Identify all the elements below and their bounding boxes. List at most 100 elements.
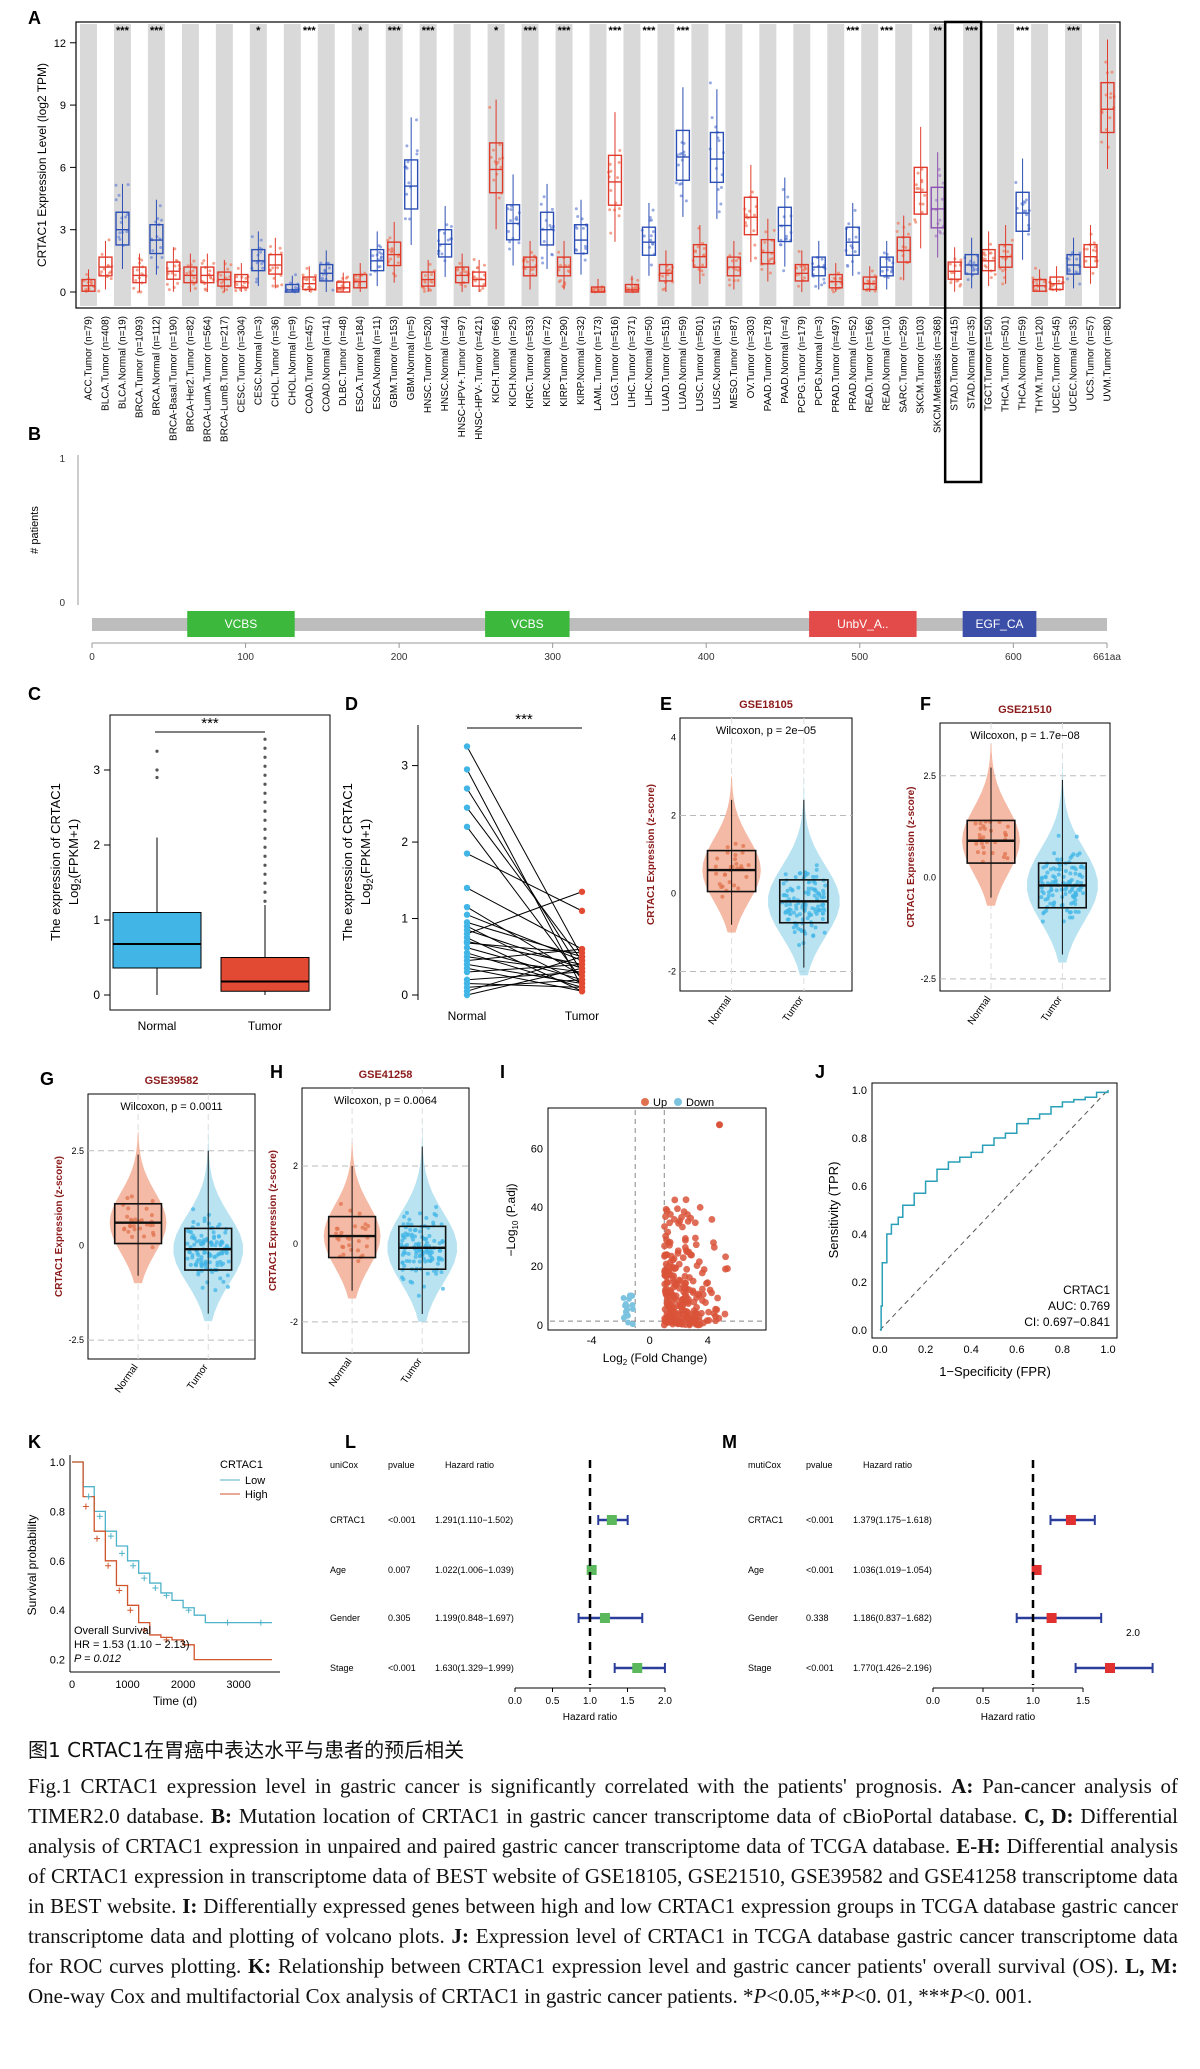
panelF-point <box>1005 824 1010 829</box>
panel-a-point <box>832 276 836 280</box>
panelF-point <box>1051 866 1056 871</box>
panelE-point <box>798 912 803 917</box>
panel-a-xlabel: LUSC.Normal (n=51) <box>712 316 723 410</box>
panelG-ylabel: CRTAC1 Expression (z-score) <box>54 1156 65 1297</box>
panel-a-xlabel: BRCA-LumB.Tumor (n=217) <box>219 316 230 442</box>
panel-a-xlabel: DLBC.Tumor (n=48) <box>338 316 349 406</box>
panelF-point <box>1077 851 1082 856</box>
panel-a-point <box>288 281 292 285</box>
panel-a-point <box>149 256 153 260</box>
panelE-point <box>798 871 803 876</box>
panelL-estimate <box>632 1663 643 1673</box>
panel-a-point <box>661 274 665 278</box>
panel-a-point <box>482 282 486 286</box>
panel-a-point <box>380 252 384 256</box>
panelL-row-name: Stage <box>330 1663 354 1673</box>
panel-a-point <box>667 268 671 272</box>
panel-c-ytick: 3 <box>93 763 100 777</box>
panel-j-xtick: 0.0 <box>872 1344 887 1356</box>
panelG-point <box>199 1233 204 1238</box>
panelL-row-p: <0.001 <box>388 1515 416 1525</box>
panelE-point <box>733 857 738 862</box>
panelF-point <box>1058 863 1063 868</box>
panel-a-sig: *** <box>558 25 572 37</box>
panel-a-point <box>226 267 230 271</box>
protein-domain <box>485 611 570 637</box>
panel-d-ytick: 0 <box>401 988 408 1002</box>
panelH-point <box>356 1259 361 1264</box>
panel-a-point <box>379 255 383 259</box>
panelE-point <box>792 896 797 901</box>
panel-a-xlabel: READ.Normal (n=10) <box>882 316 893 411</box>
panel-a-point <box>896 221 900 225</box>
panel-a-point <box>752 213 756 217</box>
panel-a-xlabel: KIRC.Tumor (n=533) <box>525 316 536 409</box>
panel-a-box <box>743 196 759 236</box>
panel-j-xtick: 1.0 <box>1100 1344 1115 1356</box>
panelG-point <box>133 1217 138 1222</box>
panel-i-ylabel: −Log10 (P.adj) <box>504 1183 520 1256</box>
panel-d-pair-line <box>466 891 583 935</box>
panel-a-xlabel: BLCA.Normal (n=19) <box>117 316 128 409</box>
panel-a-point <box>908 222 912 226</box>
legend-down-label: Down <box>686 1097 714 1109</box>
panelM-row-p: 0.338 <box>806 1613 829 1623</box>
panelL-row-hr: 1.630(1.329−1.999) <box>435 1663 514 1673</box>
panel-d-normal-point <box>463 785 471 792</box>
panel-a-point <box>1100 140 1104 144</box>
panelH-point <box>353 1224 358 1229</box>
panelF-point <box>975 850 980 855</box>
panelF-point <box>1056 872 1061 877</box>
panel-a-sig: * <box>256 25 261 37</box>
panel-a-point <box>550 252 554 256</box>
panel-d-normal-point <box>463 804 471 811</box>
volcano-up-point <box>670 1304 678 1312</box>
caption-segment: Differentially expressed genes between h… <box>28 1894 1178 1948</box>
panel-a-box <box>692 243 708 268</box>
panel-a-point <box>118 231 122 235</box>
panelF-point <box>1039 876 1044 881</box>
panel-a-point <box>760 267 764 271</box>
panel-a-point <box>847 222 851 226</box>
panel-a-xlabel: LIHC.Normal (n=50) <box>644 316 655 406</box>
panelE-point <box>720 894 725 899</box>
panel-d-ytick: 3 <box>401 759 408 773</box>
caption-segment: <0. 001. <box>962 1984 1033 2008</box>
panel-a-band <box>759 24 777 306</box>
panel-a-point <box>772 228 776 232</box>
panel-a-xlabel: BLCA.Tumor (n=408) <box>100 316 111 411</box>
panelG-point <box>196 1272 201 1277</box>
panel-a-point <box>369 273 373 277</box>
panel-a-point <box>90 281 94 285</box>
panel-a-point <box>642 234 646 238</box>
panel-a-point <box>114 183 118 187</box>
panel-a-point <box>803 276 807 280</box>
panel-j-ytick: 0.4 <box>852 1229 867 1241</box>
panelH-point <box>428 1253 433 1258</box>
panel-a-point <box>1024 213 1028 217</box>
panel-a-point <box>176 281 180 285</box>
panel-a-point <box>100 252 104 256</box>
panel-a-xlabel: BRCA-Her2.Tumor (n=82) <box>185 316 196 432</box>
panel-d-pair-line <box>466 853 583 912</box>
panel-a-xlabel: CESC.Tumor (n=304) <box>236 316 247 413</box>
panel-a-point <box>822 281 826 285</box>
panel-d-xlabel-normal: Normal <box>448 1009 487 1023</box>
panelG-point <box>185 1256 190 1261</box>
panelG-point <box>200 1285 205 1290</box>
volcano-up-point <box>680 1296 688 1304</box>
panelF-point <box>981 851 986 856</box>
panel-a-sig: *** <box>676 25 690 37</box>
panelG-point <box>197 1238 202 1243</box>
panel-a-point <box>915 186 919 190</box>
panelG-point <box>225 1273 230 1278</box>
panel-i-xtick: -4 <box>587 1335 597 1347</box>
panelE-stat: Wilcoxon, p = 2e−05 <box>716 725 816 737</box>
panel-a-point <box>618 149 622 153</box>
panelH-point <box>402 1263 407 1268</box>
panel-c-outlier <box>155 749 159 753</box>
panel-a-band <box>725 24 743 306</box>
panel-a-box <box>641 226 657 256</box>
panel-a-point <box>491 148 495 152</box>
panel-a-xlabel: CHOL.Tumor (n=36) <box>270 316 281 407</box>
